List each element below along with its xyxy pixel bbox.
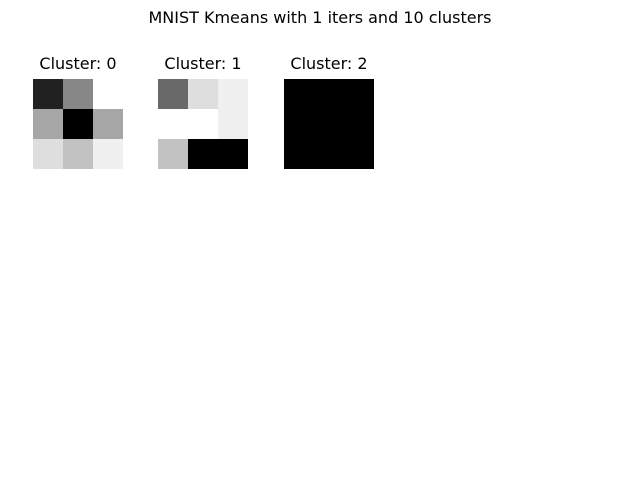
cluster-2-heatmap bbox=[284, 79, 374, 169]
heatmap-cell-0-2-0 bbox=[33, 139, 63, 169]
heatmap-cell-1-1-0 bbox=[158, 109, 188, 139]
cluster-panel-1: Cluster: 1 bbox=[155, 54, 251, 169]
heatmap-cell-2-1-2 bbox=[344, 109, 374, 139]
heatmap-cell-2-1-0 bbox=[284, 109, 314, 139]
heatmap-cell-1-2-1 bbox=[188, 139, 218, 169]
heatmap-cell-1-2-0 bbox=[158, 139, 188, 169]
heatmap-cell-2-0-2 bbox=[344, 79, 374, 109]
heatmap-cell-1-0-0 bbox=[158, 79, 188, 109]
heatmap-cell-1-0-2 bbox=[218, 79, 248, 109]
heatmap-cell-0-2-2 bbox=[93, 139, 123, 169]
heatmap-cell-0-0-2 bbox=[93, 79, 123, 109]
cluster-1-heatmap bbox=[158, 79, 248, 169]
cluster-1-title: Cluster: 1 bbox=[164, 54, 242, 73]
heatmap-cell-0-0-0 bbox=[33, 79, 63, 109]
heatmap-cell-0-1-0 bbox=[33, 109, 63, 139]
heatmap-cell-1-1-2 bbox=[218, 109, 248, 139]
cluster-0-heatmap bbox=[33, 79, 123, 169]
heatmap-cell-0-2-1 bbox=[63, 139, 93, 169]
heatmap-cell-2-1-1 bbox=[314, 109, 344, 139]
heatmap-cell-1-0-1 bbox=[188, 79, 218, 109]
heatmap-cell-1-2-2 bbox=[218, 139, 248, 169]
heatmap-cell-2-2-1 bbox=[314, 139, 344, 169]
heatmap-cell-0-0-1 bbox=[63, 79, 93, 109]
heatmap-cell-0-1-2 bbox=[93, 109, 123, 139]
heatmap-cell-0-1-1 bbox=[63, 109, 93, 139]
cluster-2-title: Cluster: 2 bbox=[290, 54, 368, 73]
figure-title: MNIST Kmeans with 1 iters and 10 cluster… bbox=[148, 8, 492, 27]
heatmap-cell-2-2-0 bbox=[284, 139, 314, 169]
cluster-panel-2: Cluster: 2 bbox=[281, 54, 377, 169]
cluster-0-title: Cluster: 0 bbox=[39, 54, 117, 73]
heatmap-cell-1-1-1 bbox=[188, 109, 218, 139]
heatmap-cell-2-2-2 bbox=[344, 139, 374, 169]
heatmap-cell-2-0-1 bbox=[314, 79, 344, 109]
cluster-panel-0: Cluster: 0 bbox=[30, 54, 126, 169]
heatmap-cell-2-0-0 bbox=[284, 79, 314, 109]
